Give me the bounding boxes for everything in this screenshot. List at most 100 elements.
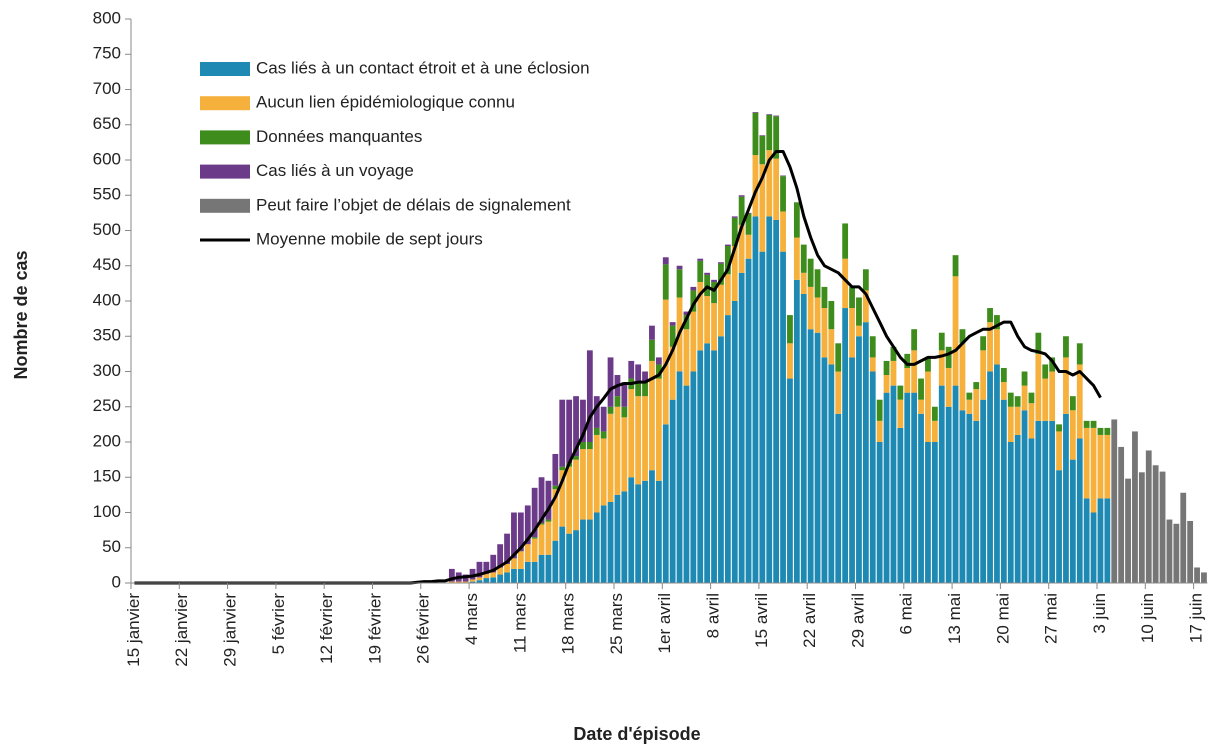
x-tick-label: 13 mai xyxy=(945,593,964,644)
bar xyxy=(462,581,469,583)
bar xyxy=(690,371,697,583)
bar xyxy=(966,399,973,414)
bar xyxy=(593,427,600,435)
bar xyxy=(724,274,731,316)
bar xyxy=(607,413,614,502)
bar xyxy=(580,449,586,520)
bar xyxy=(759,164,766,252)
bar xyxy=(1063,336,1069,358)
bar xyxy=(938,385,945,583)
bar xyxy=(566,466,573,534)
bar xyxy=(911,350,918,393)
bar xyxy=(780,251,786,583)
bar xyxy=(711,303,717,351)
bar xyxy=(869,357,876,372)
bar xyxy=(773,115,780,117)
bar xyxy=(497,544,504,568)
bar xyxy=(1049,371,1056,421)
bar xyxy=(1132,431,1138,583)
bar xyxy=(766,114,773,115)
bar xyxy=(938,332,945,351)
bar xyxy=(1076,364,1083,439)
y-tick-label: 600 xyxy=(93,149,121,168)
bar xyxy=(607,501,614,583)
bar xyxy=(869,371,876,583)
bar xyxy=(497,567,504,575)
bar xyxy=(724,315,731,583)
bar xyxy=(883,375,890,393)
bar xyxy=(897,385,904,400)
bar xyxy=(1173,523,1180,583)
x-tick-label: 12 février xyxy=(317,593,336,664)
bar xyxy=(890,360,897,386)
bar xyxy=(649,325,655,340)
legend-label: Moyenne mobile de sept jours xyxy=(256,229,483,248)
bar xyxy=(1159,471,1166,583)
bar xyxy=(628,389,635,478)
y-tick-label: 350 xyxy=(93,326,121,345)
x-tick-label: 29 avril xyxy=(848,593,867,648)
bar xyxy=(1090,512,1097,583)
bar xyxy=(890,346,897,361)
bar xyxy=(1021,410,1028,583)
y-tick-label: 500 xyxy=(93,220,121,239)
bar xyxy=(573,396,579,457)
bar xyxy=(883,360,890,376)
x-tick-label: 10 juin xyxy=(1138,593,1157,643)
bar xyxy=(766,216,773,583)
bar xyxy=(504,563,510,573)
bar xyxy=(821,308,828,358)
x-tick-label: 3 juin xyxy=(1090,593,1109,634)
bar xyxy=(800,244,807,273)
bar xyxy=(711,281,717,304)
legend-label: Cas liés à un contact étroit et à une éc… xyxy=(256,58,590,77)
bar xyxy=(504,572,510,583)
bar xyxy=(759,135,766,137)
bar xyxy=(1021,385,1028,411)
legend-label: Aucun lien épidémiologique connu xyxy=(256,93,515,112)
bar xyxy=(697,260,704,282)
x-tick-label: 1er avril xyxy=(655,593,674,653)
x-tick-label: 25 mars xyxy=(607,593,626,654)
legend-label: Cas liés à un voyage xyxy=(256,161,414,180)
bar xyxy=(738,272,745,583)
bar xyxy=(676,371,683,583)
bar xyxy=(524,561,531,583)
bar xyxy=(980,399,987,583)
bar xyxy=(517,551,524,569)
bar xyxy=(1083,427,1090,499)
bar xyxy=(531,537,538,539)
bar xyxy=(980,336,987,351)
bar xyxy=(731,217,738,247)
bar xyxy=(1007,406,1014,442)
bar xyxy=(607,357,614,407)
bar xyxy=(552,540,559,583)
bar xyxy=(1097,427,1104,435)
bar xyxy=(931,442,938,583)
x-tick-label: 27 mai xyxy=(1042,593,1061,644)
y-tick-label: 650 xyxy=(93,114,121,133)
bar xyxy=(704,343,711,583)
bar xyxy=(1194,567,1200,583)
bar xyxy=(807,286,814,330)
bar xyxy=(1201,572,1207,583)
x-tick-label: 15 avril xyxy=(752,593,771,648)
bar xyxy=(1021,371,1028,386)
bar xyxy=(987,371,993,583)
x-axis-title: Date d'épisode xyxy=(573,724,700,744)
bar xyxy=(704,272,711,275)
bar xyxy=(559,526,566,583)
bar xyxy=(711,279,717,282)
bar xyxy=(828,364,835,583)
bar xyxy=(662,424,669,583)
bar xyxy=(683,329,690,386)
bar xyxy=(655,480,662,583)
bar xyxy=(635,484,642,583)
y-tick-label: 700 xyxy=(93,79,121,98)
bar xyxy=(690,286,697,291)
bar xyxy=(856,336,862,583)
bar xyxy=(759,136,766,165)
y-tick-label: 50 xyxy=(102,537,121,556)
bar xyxy=(925,371,931,442)
bar xyxy=(987,322,993,372)
